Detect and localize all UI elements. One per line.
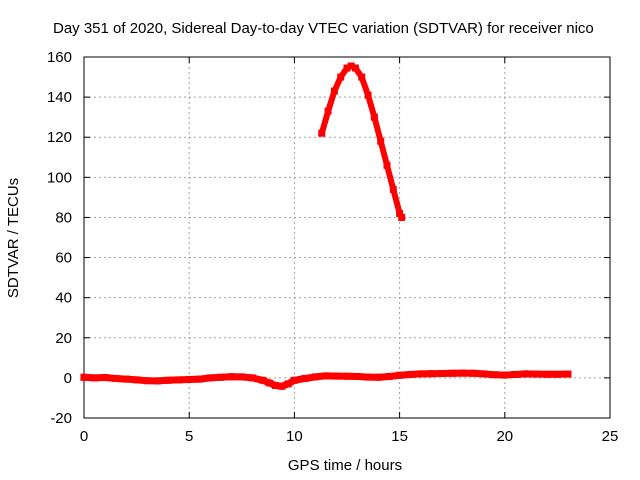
y-tick-label: 0: [64, 370, 72, 387]
series-baseline-point: [469, 369, 477, 377]
series-baseline-point: [501, 371, 509, 379]
series-baseline-point: [406, 370, 414, 378]
series-baseline-point: [522, 370, 530, 378]
series-baseline-point: [112, 374, 120, 382]
series-baseline-point: [206, 374, 214, 382]
series-baseline-point: [375, 373, 383, 381]
series-baseline-point: [101, 373, 109, 381]
series-arc-point: [324, 107, 332, 115]
series-baseline-point: [196, 375, 204, 383]
series-baseline-point: [311, 373, 319, 381]
series-baseline-point: [265, 379, 273, 387]
series-baseline-point: [343, 372, 351, 380]
y-tick-label: -20: [50, 410, 72, 427]
y-tick-label: 20: [55, 330, 72, 347]
y-tick-label: 160: [47, 49, 72, 66]
series-baseline-point: [154, 377, 162, 385]
series-baseline-point: [91, 374, 99, 382]
series-baseline-point: [448, 369, 456, 377]
x-tick-label: 0: [80, 428, 88, 445]
series-baseline-point: [122, 375, 130, 383]
series-arc-point: [398, 213, 406, 221]
series-baseline-point: [185, 375, 193, 383]
series-baseline-point: [543, 370, 551, 378]
series-arc-point: [389, 185, 397, 193]
series-baseline-point: [133, 376, 141, 384]
series-baseline-point: [175, 376, 183, 384]
y-tick-label: 60: [55, 250, 72, 267]
series-arc-point: [318, 129, 326, 137]
plot-frame: [83, 56, 611, 419]
series-baseline-point: [480, 370, 488, 378]
series-baseline-point: [532, 370, 540, 378]
y-tick-label: 100: [47, 169, 72, 186]
series-baseline-point: [301, 374, 309, 382]
series-baseline-point: [385, 372, 393, 380]
series-baseline-point: [284, 380, 292, 388]
y-axis-label: SDTVAR / TECUs: [5, 178, 22, 298]
series-baseline-point: [80, 373, 88, 381]
series-baseline-point: [322, 372, 330, 380]
series-baseline-point: [438, 369, 446, 377]
series-baseline-point: [217, 373, 225, 381]
series-baseline-point: [238, 373, 246, 381]
series-baseline-point: [332, 372, 340, 380]
series-arc-point: [330, 87, 338, 95]
axis-ticks: 0 5 10 15 20 25 -20 0 20 40 60 80 100 120 140 160: [47, 49, 618, 445]
series-baseline-point: [459, 369, 467, 377]
series-arc-point: [337, 73, 345, 81]
x-tick-label: 25: [602, 428, 619, 445]
y-tick-label: 120: [47, 129, 72, 146]
series-baseline-point: [248, 374, 256, 382]
series-baseline-point: [417, 370, 425, 378]
series-baseline-point: [259, 376, 267, 384]
series-arc-point: [370, 113, 378, 121]
series-baseline-point: [396, 371, 404, 379]
series-baseline-point: [354, 372, 362, 380]
y-tick-label: 40: [55, 290, 72, 307]
series-baseline-point: [364, 373, 372, 381]
series-baseline-point: [278, 382, 286, 390]
series-arc-point: [351, 64, 359, 72]
data-series: [80, 62, 572, 390]
series-baseline-point: [227, 373, 235, 381]
series-baseline-point: [511, 370, 519, 378]
series-baseline-point: [427, 370, 435, 378]
y-tick-label: 140: [47, 89, 72, 106]
chart-title: Day 351 of 2020, Sidereal Day-to-day VTE…: [53, 20, 594, 37]
x-tick-label: 20: [496, 428, 513, 445]
series-baseline-point: [290, 376, 298, 384]
series-baseline-point: [490, 371, 498, 379]
series-arc-point: [358, 73, 366, 81]
x-axis-label: GPS time / hours: [288, 457, 402, 474]
series-arc-point: [364, 91, 372, 99]
series-baseline-point: [553, 370, 561, 378]
series-arc-point: [396, 209, 404, 217]
series-baseline-point: [164, 376, 172, 384]
grid: [84, 57, 610, 418]
x-tick-label: 15: [391, 428, 408, 445]
series-arc-point: [343, 64, 351, 72]
series-baseline-point: [564, 370, 572, 378]
series-arc-point: [383, 161, 391, 169]
series-arc-point: [377, 137, 385, 145]
series-baseline-point: [271, 382, 279, 390]
x-tick-label: 5: [185, 428, 193, 445]
series-arc-point: [347, 62, 355, 70]
y-tick-label: 80: [55, 209, 72, 226]
series-baseline-point: [143, 377, 151, 385]
x-tick-label: 10: [286, 428, 303, 445]
